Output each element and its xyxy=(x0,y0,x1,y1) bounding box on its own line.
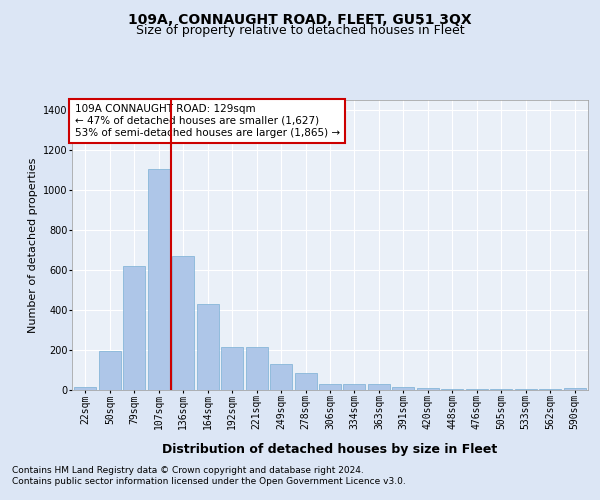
Bar xyxy=(221,347,243,390)
Text: 109A, CONNAUGHT ROAD, FLEET, GU51 3QX: 109A, CONNAUGHT ROAD, FLEET, GU51 3QX xyxy=(128,12,472,26)
Bar xyxy=(172,256,194,390)
Bar xyxy=(515,389,536,390)
Bar xyxy=(74,387,97,390)
Bar xyxy=(295,374,317,390)
Bar xyxy=(441,389,463,390)
Bar xyxy=(490,389,512,390)
Bar xyxy=(417,388,439,390)
Text: Distribution of detached houses by size in Fleet: Distribution of detached houses by size … xyxy=(163,442,497,456)
Bar xyxy=(124,266,145,390)
Text: Contains public sector information licensed under the Open Government Licence v3: Contains public sector information licen… xyxy=(12,478,406,486)
Bar xyxy=(343,384,365,390)
Text: Contains HM Land Registry data © Crown copyright and database right 2024.: Contains HM Land Registry data © Crown c… xyxy=(12,466,364,475)
Bar xyxy=(392,387,415,390)
Bar xyxy=(270,364,292,390)
Bar xyxy=(99,351,121,390)
Bar xyxy=(197,304,219,390)
Text: Size of property relative to detached houses in Fleet: Size of property relative to detached ho… xyxy=(136,24,464,37)
Bar xyxy=(245,347,268,390)
Bar xyxy=(539,389,561,390)
Bar xyxy=(466,389,488,390)
Bar xyxy=(319,384,341,390)
Text: 109A CONNAUGHT ROAD: 129sqm
← 47% of detached houses are smaller (1,627)
53% of : 109A CONNAUGHT ROAD: 129sqm ← 47% of det… xyxy=(74,104,340,138)
Bar xyxy=(148,169,170,390)
Bar xyxy=(368,384,390,390)
Y-axis label: Number of detached properties: Number of detached properties xyxy=(28,158,38,332)
Bar xyxy=(563,388,586,390)
